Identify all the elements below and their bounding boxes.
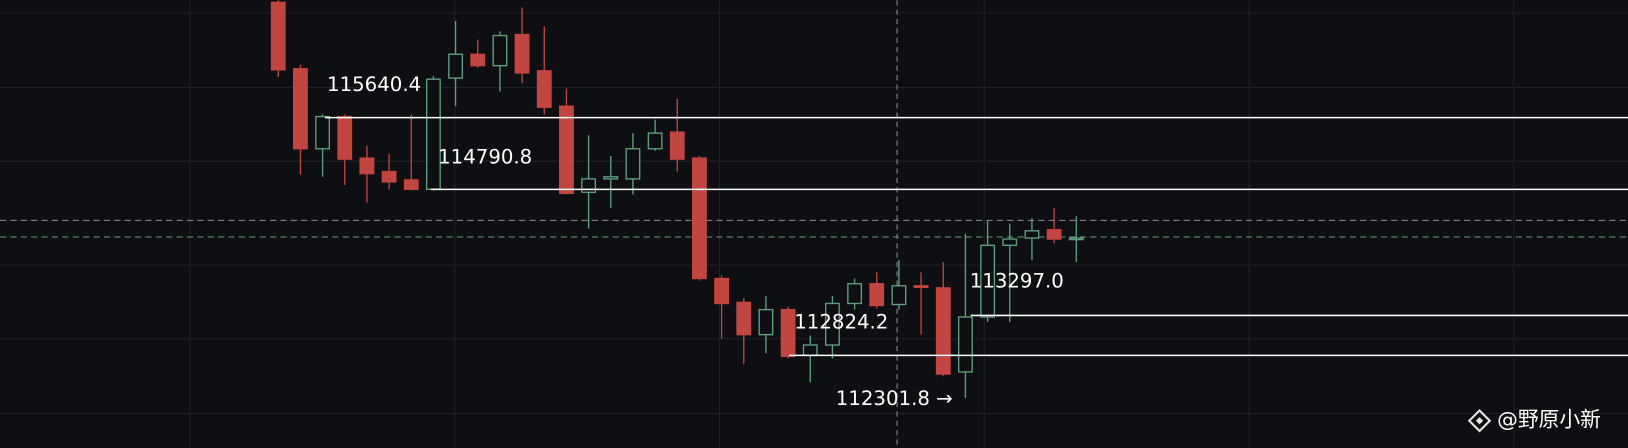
candle-body <box>1046 229 1062 240</box>
candle-body <box>337 115 353 160</box>
levels: 115640.4 114790.8 113297.0 112824.2 112301.8… <box>324 73 1628 410</box>
candle-body <box>426 78 441 190</box>
level-label: 112824.2 <box>794 311 888 334</box>
candle-body <box>847 283 863 305</box>
candle-body <box>470 53 486 67</box>
watermark-text: @野原小新 <box>1497 408 1601 432</box>
level-label: 115640.4 <box>327 73 421 96</box>
candle-body <box>581 178 597 193</box>
candle-body <box>935 287 951 375</box>
candle-body <box>714 277 730 305</box>
candle-body <box>270 1 286 71</box>
candle-body <box>514 33 530 74</box>
candle-body <box>802 344 818 357</box>
candle-body <box>292 68 308 150</box>
candle-body <box>536 70 552 108</box>
candle-body <box>891 285 907 306</box>
level-label: 112301.8 → <box>836 387 953 410</box>
candle-body <box>625 148 641 180</box>
candle-body <box>758 308 774 336</box>
candles <box>270 0 1084 398</box>
candle-body <box>647 132 663 150</box>
candle-body <box>559 105 574 195</box>
candle-body <box>692 157 707 280</box>
candle-body <box>869 283 885 307</box>
candle-body <box>669 131 685 160</box>
candle-body <box>1068 237 1084 241</box>
candle-body <box>403 179 419 190</box>
candle-body <box>492 34 508 67</box>
candle-body <box>825 302 840 346</box>
candle-body <box>736 301 752 336</box>
candle-body <box>913 285 929 288</box>
candle-body <box>448 53 464 79</box>
candle-body <box>980 244 996 318</box>
candle-body <box>381 170 397 183</box>
candle-body <box>603 176 619 180</box>
candle-body <box>359 157 375 175</box>
candle-body <box>958 316 973 373</box>
candle-body <box>315 115 331 150</box>
candle-body <box>1024 230 1040 239</box>
level-label: 114790.8 <box>438 146 532 169</box>
candle-body <box>1002 238 1018 246</box>
level-label: 113297.0 <box>970 270 1064 293</box>
candle-body <box>780 308 796 358</box>
